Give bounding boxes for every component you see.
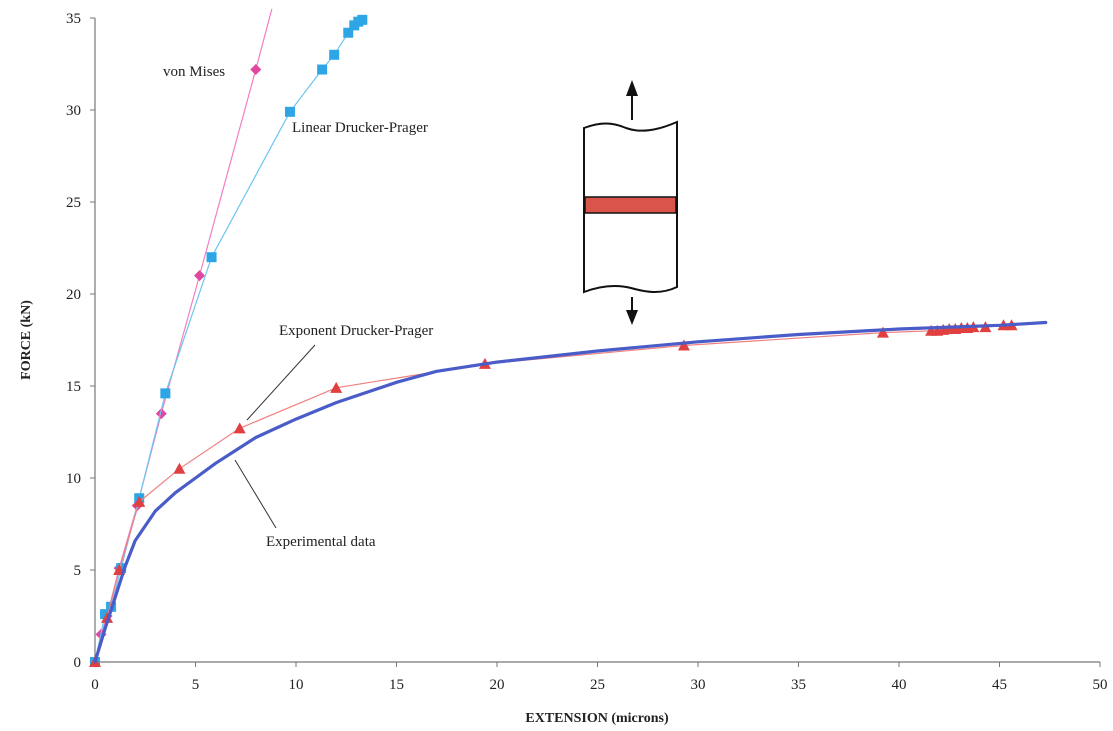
x-tick-label: 30: [691, 677, 706, 693]
y-tick-label: 5: [74, 563, 82, 579]
label-experimental-data: Experimental data: [266, 534, 376, 550]
x-tick-label: 35: [791, 677, 806, 693]
label-von-mises: von Mises: [163, 64, 225, 80]
data-point-von-mises: [155, 408, 167, 420]
specimen-band: [584, 196, 677, 214]
y-tick-label: 25: [66, 195, 81, 211]
x-tick-label: 25: [590, 677, 605, 693]
series-experimental-data: [93, 320, 1048, 664]
x-tick-label: 10: [289, 677, 304, 693]
x-tick-label: 0: [91, 677, 99, 693]
y-tick-label: 35: [66, 11, 81, 27]
data-point-linear-drucker-prager: [284, 106, 295, 117]
label-exponent-drucker-prager: Exponent Drucker-Prager: [279, 323, 433, 339]
x-tick-label: 50: [1093, 677, 1108, 693]
y-tick-label: 10: [66, 471, 81, 487]
axes: 0 5 10 15 20 25 30 35 40 45 50 0 5 10 15 20 25 30 35: [66, 11, 1108, 693]
y-tick-label: 0: [74, 655, 82, 671]
series-layer: [89, 8, 1048, 668]
data-point-linear-drucker-prager: [206, 252, 217, 263]
data-point-linear-drucker-prager: [357, 14, 368, 25]
x-tick-label: 45: [992, 677, 1007, 693]
data-point-linear-drucker-prager: [160, 388, 171, 399]
data-point-exponent-drucker-prager: [173, 462, 186, 474]
data-point-exponent-drucker-prager: [677, 339, 690, 351]
arrow-up-icon: [626, 80, 638, 96]
x-axis-title: EXTENSION (microns): [525, 711, 669, 726]
data-point-exponent-drucker-prager: [133, 495, 146, 507]
x-tick-label: 20: [490, 677, 505, 693]
data-point-linear-drucker-prager: [317, 64, 328, 75]
data-point-exponent-drucker-prager: [330, 381, 343, 393]
y-tick-label: 15: [66, 379, 81, 395]
specimen-schematic: [583, 80, 678, 325]
series-line-experimental-data: [93, 320, 1048, 664]
y-tick-label: 30: [66, 103, 81, 119]
y-tick-label: 20: [66, 287, 81, 303]
data-point-exponent-drucker-prager: [876, 326, 889, 338]
data-point-linear-drucker-prager: [343, 27, 354, 38]
x-tick-label: 5: [192, 677, 200, 693]
label-linear-drucker-prager: Linear Drucker-Prager: [292, 120, 428, 136]
leader-exponent: [246, 344, 316, 421]
y-axis-title: FORCE (kN): [19, 300, 34, 380]
data-point-linear-drucker-prager: [100, 609, 111, 620]
data-point-exponent-drucker-prager: [233, 422, 246, 434]
data-point-von-mises: [194, 270, 206, 282]
arrow-down-icon: [626, 310, 638, 325]
leader-experimental: [234, 459, 277, 529]
x-tick-label: 40: [892, 677, 907, 693]
data-point-von-mises: [250, 64, 262, 76]
x-tick-label: 15: [389, 677, 404, 693]
data-point-linear-drucker-prager: [329, 49, 340, 60]
